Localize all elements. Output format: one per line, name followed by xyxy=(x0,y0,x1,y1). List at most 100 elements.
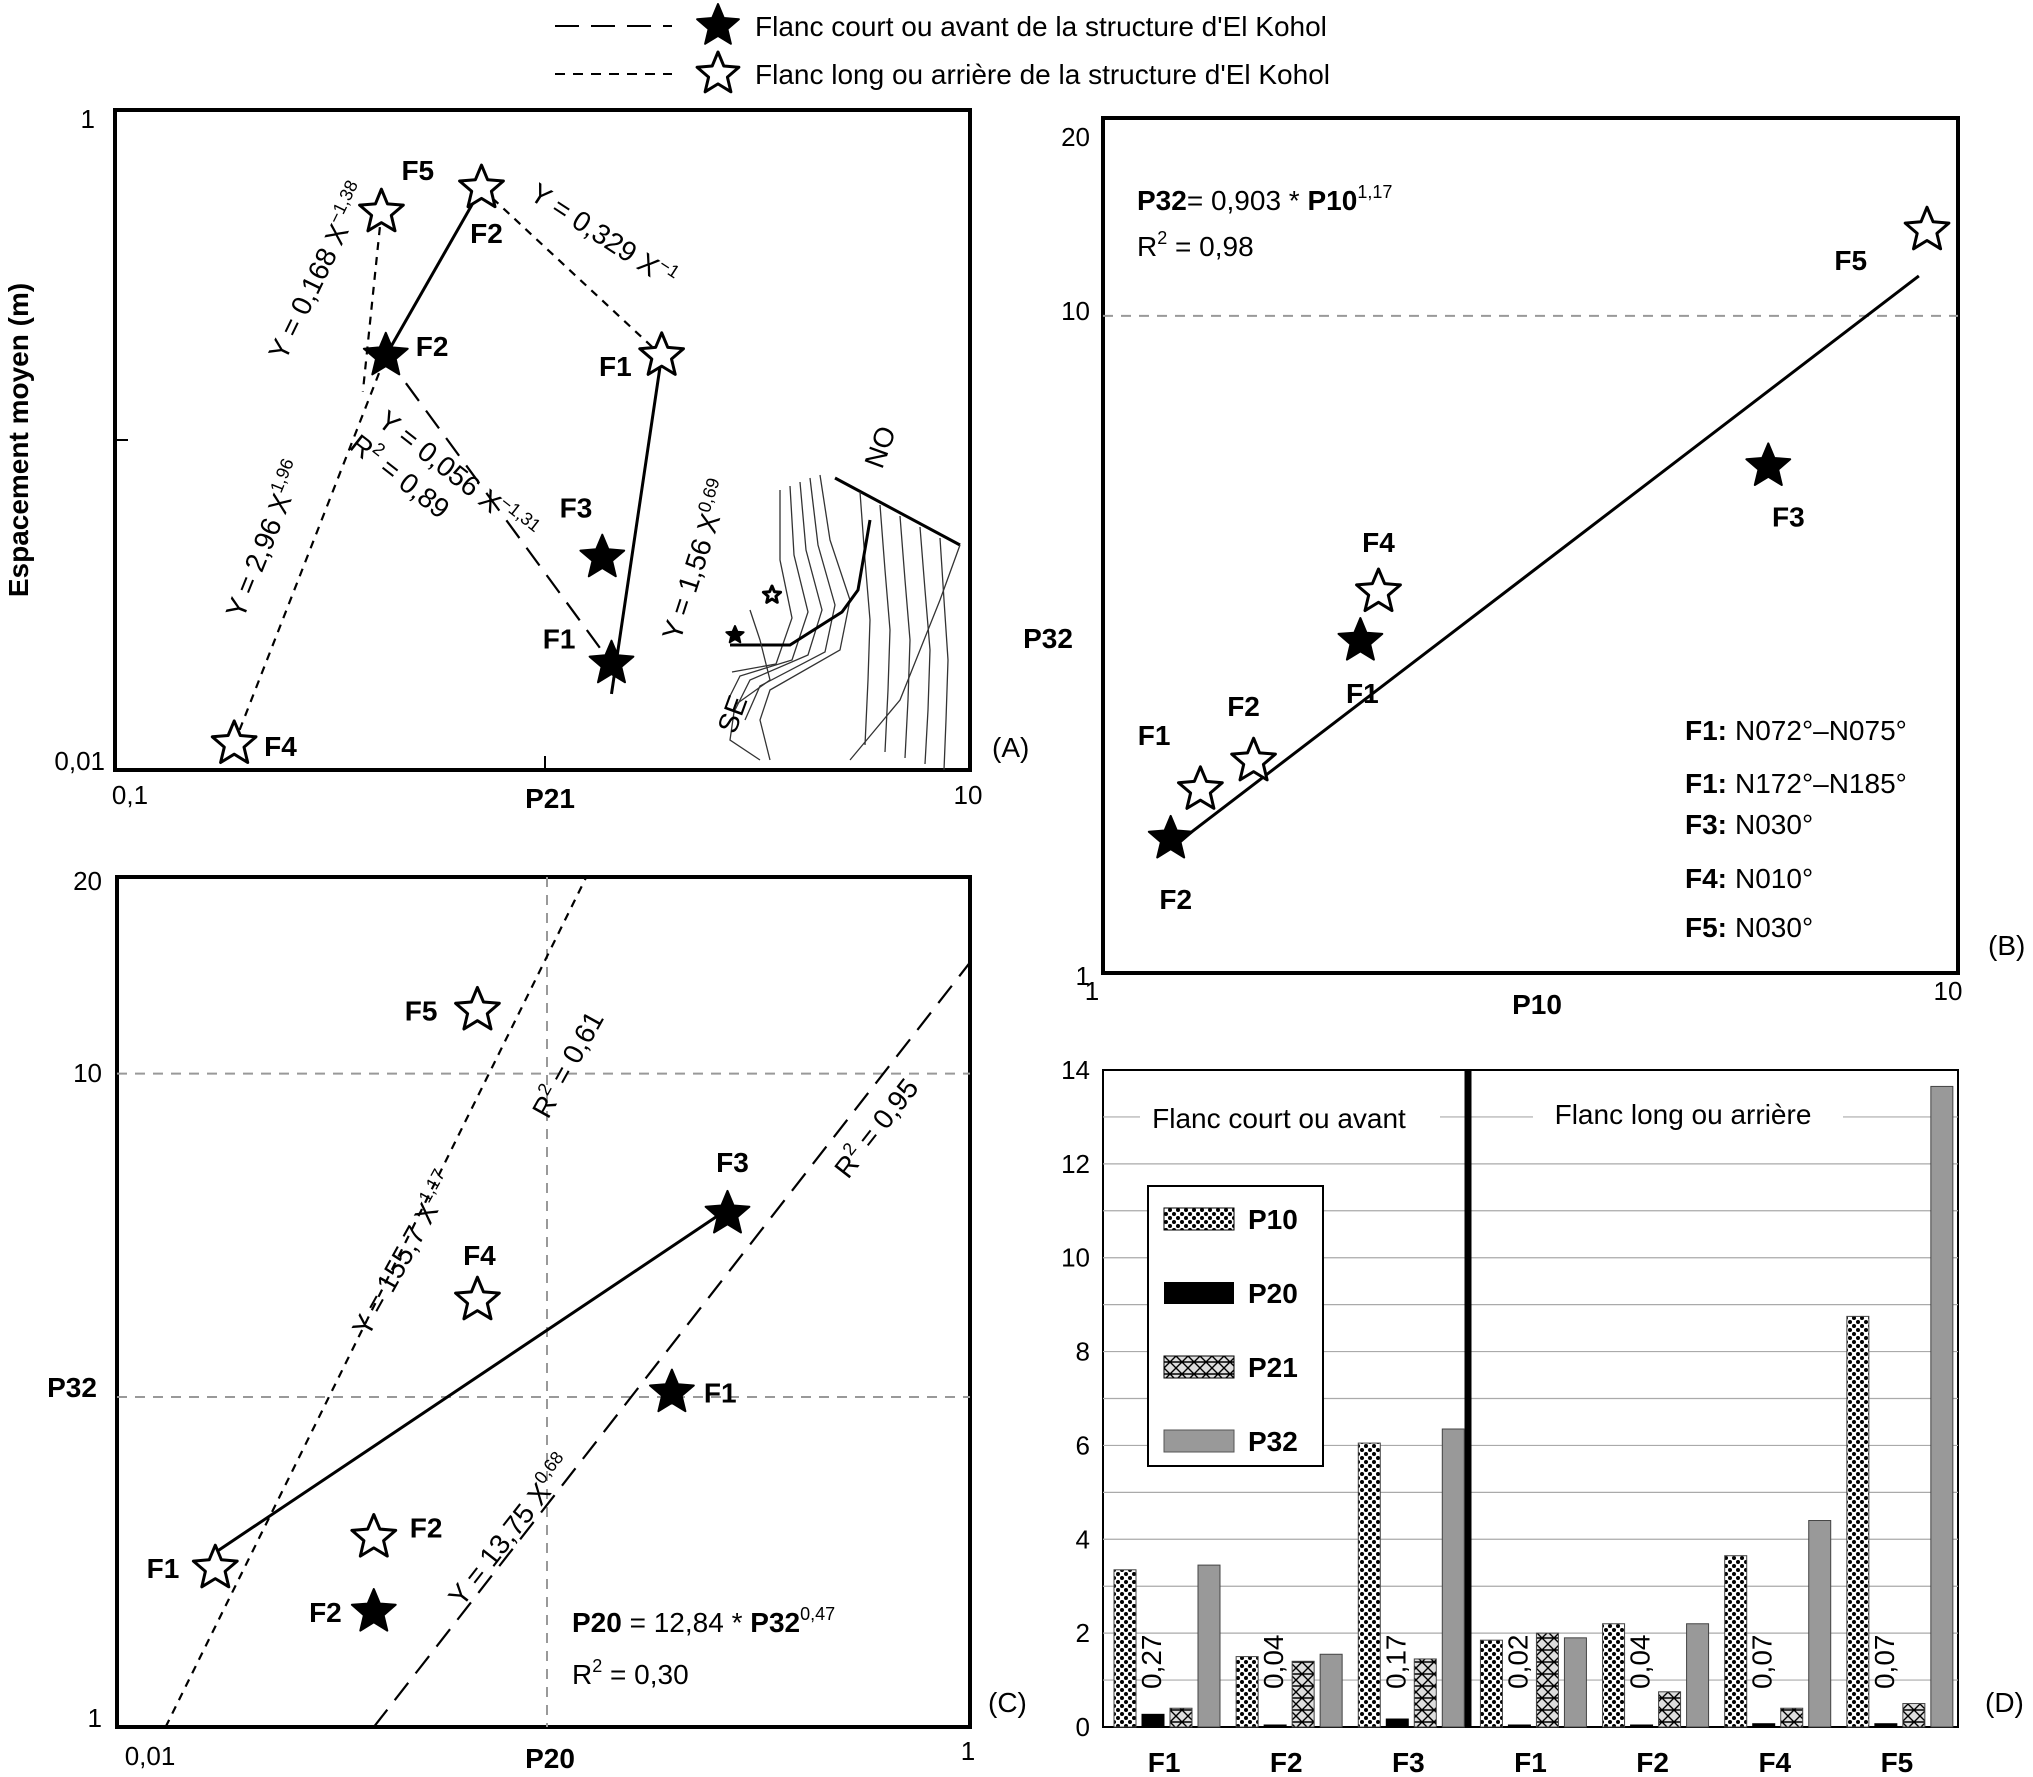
open-star-icon xyxy=(695,50,741,94)
point-label-f5: F5 xyxy=(405,995,438,1026)
orientation-row: F3: N030° xyxy=(1685,809,1813,840)
panel-d-bars: 0,27 0,04 0,17 0,02 0,04 0,07 0,07 xyxy=(1113,1085,1954,1728)
point-filled-f3 xyxy=(579,533,626,578)
bar-p21-f2 xyxy=(1291,1660,1315,1728)
panel-b-r2: R2 = 0,98 xyxy=(1137,228,1254,262)
bar-p10-f1 xyxy=(1113,1569,1137,1728)
bar-p20-f2 xyxy=(1263,1724,1287,1728)
point-open-f4 xyxy=(454,1275,501,1321)
panel-a-ytick-bottom: 0,01 xyxy=(54,746,105,776)
point-label-f3: F3 xyxy=(716,1147,749,1178)
point-filled-f2 xyxy=(350,1588,397,1632)
panel-c-r2: R2 = 0,30 xyxy=(572,1656,689,1690)
point-open-f5 xyxy=(454,985,501,1031)
panel-c-frame xyxy=(115,875,972,1729)
panel-b-equation: P32= 0,903 * P101,17 xyxy=(1137,182,1392,216)
legend-swatch-p32 xyxy=(1163,1429,1235,1453)
ytick-label: 8 xyxy=(1076,1337,1090,1367)
point-open-f2 xyxy=(350,1513,398,1558)
category-label-f2: F2 xyxy=(1270,1747,1303,1777)
point-label-f5: F5 xyxy=(1834,245,1867,276)
point-filled-f3 xyxy=(704,1189,751,1234)
panel-b: 20 10 1 1 10 P10 P32 (B) P32= 0,903 * P1… xyxy=(1023,116,2025,1020)
panel-b-points: F5 F4 F2 F1 F3 F1 F2 xyxy=(1138,205,1951,915)
ytick-label: 2 xyxy=(1076,1618,1090,1648)
panel-c-fits xyxy=(164,876,971,1728)
legend-swatch-p21 xyxy=(1163,1355,1235,1379)
point-label-f3: F3 xyxy=(560,493,593,524)
bar-p21-f5 xyxy=(1902,1703,1926,1728)
point-open-f4 xyxy=(1355,567,1402,613)
bar-p20-f5 xyxy=(1874,1723,1898,1728)
bar-p10-f1 xyxy=(1479,1639,1503,1728)
ytick-label: 0 xyxy=(1076,1712,1090,1742)
point-filled-f1 xyxy=(588,639,635,684)
panel-b-ytick-1: 1 xyxy=(1076,961,1090,991)
fit-line-solid xyxy=(610,355,664,695)
point-open-f1 xyxy=(1177,765,1224,810)
bar-p10-f2 xyxy=(1602,1623,1626,1728)
point-label-f2: F2 xyxy=(416,331,449,362)
panel-a-fit-label-open-f2-f1: Y = 0,329 X−1 xyxy=(525,175,684,295)
category-label-f1: F1 xyxy=(1514,1747,1547,1777)
bar-p21-f2 xyxy=(1658,1691,1682,1728)
bar-p32-f5 xyxy=(1930,1085,1954,1728)
inset-open-star-icon xyxy=(761,584,783,604)
legend-swatch-p20 xyxy=(1164,1282,1234,1304)
panel-d-group-label-short: Flanc court ou avant xyxy=(1152,1103,1406,1134)
point-label-f2: F2 xyxy=(309,1597,342,1628)
point-label-f2: F2 xyxy=(1159,884,1192,915)
panel-a-xtick-left: 0,1 xyxy=(112,780,148,810)
panel-b-fit-line xyxy=(1169,274,1920,850)
panel-c-ytick-10: 10 xyxy=(73,1058,102,1088)
panel-a: 1 0,01 0,1 10 P21 Espacement moyen (m) (… xyxy=(3,104,1029,814)
point-open-f4 xyxy=(210,719,258,764)
bar-p10-f5 xyxy=(1846,1315,1870,1728)
panel-d-yticks: 0 2 4 6 8 10 12 14 xyxy=(1061,1055,1090,1742)
panel-c-points: F5 F4 F2 F1 F3 F1 F2 xyxy=(147,985,751,1632)
panel-d-tag: (D) xyxy=(1985,1687,2024,1718)
legend-label-p10: P10 xyxy=(1248,1204,1298,1235)
inset-filled-star xyxy=(725,625,745,644)
point-open-f2 xyxy=(458,163,505,209)
panel-a-xlabel: P21 xyxy=(525,783,575,814)
orientation-row: F4: N010° xyxy=(1685,863,1813,894)
panel-a-fit-label-f4: Y = 2,96 X1,96 xyxy=(217,456,311,623)
bar-p20-f1 xyxy=(1507,1724,1531,1728)
fit-line-solid xyxy=(384,187,483,357)
point-open-f2 xyxy=(1230,736,1277,782)
filled-star-icon xyxy=(696,3,740,45)
panel-d: 0 2 4 6 8 10 12 14 Flanc court ou avant Flanc l… xyxy=(1061,1055,2024,1777)
panel-b-xtick-10: 10 xyxy=(1934,976,1963,1006)
bar-p32-f4 xyxy=(1808,1520,1832,1728)
bar-p20-f3 xyxy=(1385,1718,1409,1728)
point-filled-f1 xyxy=(649,1368,695,1413)
panel-a-inset-map xyxy=(727,474,961,771)
fit-line-long-dash xyxy=(372,961,971,1728)
panel-c-xlabel: P20 xyxy=(525,1743,575,1774)
ytick-label: 12 xyxy=(1061,1149,1090,1179)
p20-value-label: 0,07 xyxy=(1869,1635,1900,1690)
orientation-row: F5: N030° xyxy=(1685,912,1813,943)
panel-c-xtick-left: 0,01 xyxy=(125,1741,176,1771)
category-label-f3: F3 xyxy=(1392,1747,1425,1777)
category-label-f5: F5 xyxy=(1881,1747,1914,1777)
orientation-row: F1: N172°–N185° xyxy=(1685,768,1907,799)
category-label-f1: F1 xyxy=(1148,1747,1181,1777)
bar-p21-f4 xyxy=(1780,1707,1804,1728)
inset-open-star xyxy=(761,584,783,604)
panel-c-ytick-20: 20 xyxy=(73,866,102,896)
fit-line-long-dash xyxy=(384,355,613,665)
point-label-f1: F1 xyxy=(543,624,576,655)
panel-b-orientations: F1: N072°–N075° F1: N172°–N185° F3: N030° F… xyxy=(1685,715,1907,943)
p20-value-label: 0,04 xyxy=(1258,1635,1289,1690)
bar-p10-f2 xyxy=(1235,1656,1259,1728)
point-filled-f1 xyxy=(1337,617,1384,661)
legend-label-p20: P20 xyxy=(1248,1278,1298,1309)
panel-c-ylabel: P32 xyxy=(47,1372,97,1403)
point-label-f5: F5 xyxy=(401,155,434,186)
panel-d-group-label-bg xyxy=(1533,1098,1843,1138)
panel-c-ytick-1: 1 xyxy=(88,1703,102,1733)
category-label-f2: F2 xyxy=(1636,1747,1669,1777)
